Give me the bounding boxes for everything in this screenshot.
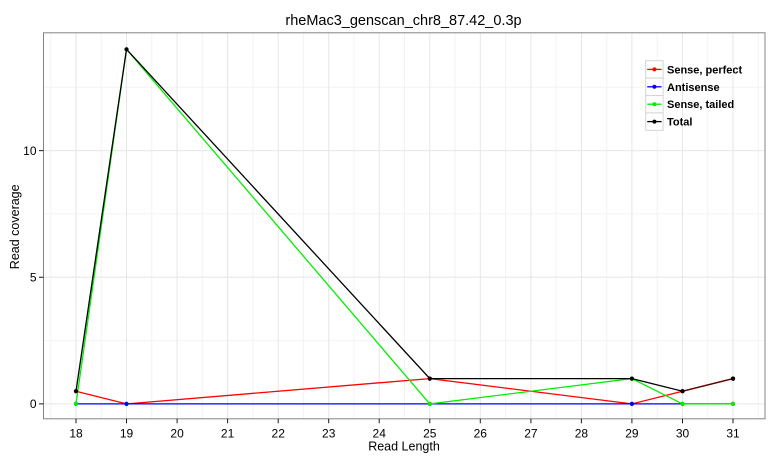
svg-text:0: 0 xyxy=(30,397,37,411)
svg-text:18: 18 xyxy=(69,427,83,441)
svg-text:28: 28 xyxy=(575,427,589,441)
svg-text:21: 21 xyxy=(221,427,235,441)
svg-text:25: 25 xyxy=(423,427,437,441)
svg-text:24: 24 xyxy=(373,427,387,441)
svg-text:Read Length: Read Length xyxy=(368,440,440,454)
svg-text:Total: Total xyxy=(667,117,692,129)
svg-text:27: 27 xyxy=(524,427,538,441)
svg-text:23: 23 xyxy=(322,427,336,441)
svg-text:20: 20 xyxy=(170,427,184,441)
svg-text:Sense, perfect: Sense, perfect xyxy=(667,64,743,76)
svg-text:Antisense: Antisense xyxy=(667,82,720,94)
svg-text:29: 29 xyxy=(625,427,639,441)
svg-text:10: 10 xyxy=(23,144,37,158)
svg-text:26: 26 xyxy=(474,427,488,441)
svg-text:rheMac3_genscan_chr8_87.42_0.3: rheMac3_genscan_chr8_87.42_0.3p xyxy=(285,13,521,29)
svg-text:Read coverage: Read coverage xyxy=(8,184,22,269)
svg-text:5: 5 xyxy=(30,271,37,285)
svg-text:Sense, tailed: Sense, tailed xyxy=(667,99,734,111)
svg-text:19: 19 xyxy=(120,427,134,441)
svg-text:31: 31 xyxy=(726,427,740,441)
svg-text:22: 22 xyxy=(272,427,286,441)
svg-text:30: 30 xyxy=(676,427,690,441)
